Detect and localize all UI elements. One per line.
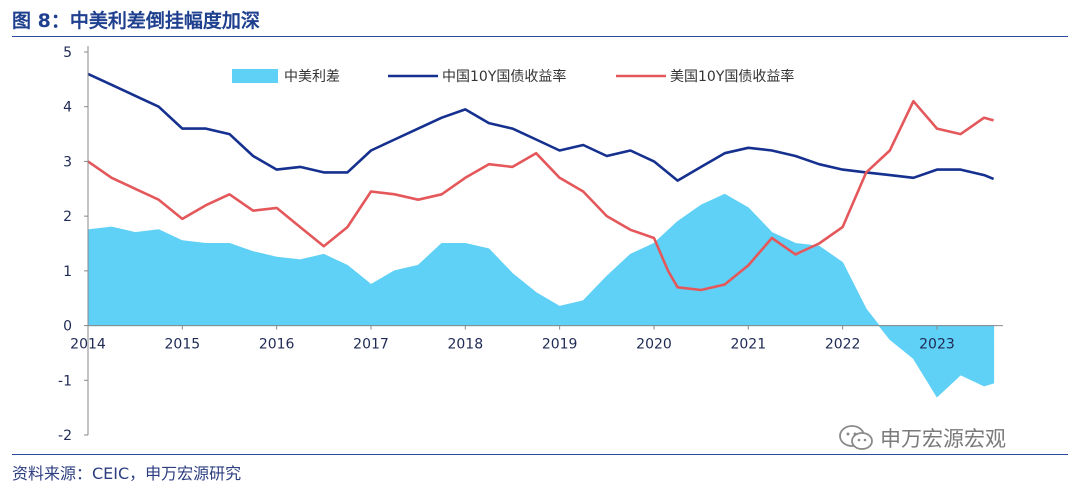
y-tick-label: 5 <box>63 45 72 61</box>
source-note: 资料来源：CEIC，申万宏源研究 <box>12 464 242 483</box>
x-tick-label: 2021 <box>730 337 766 353</box>
legend-label: 中国10Y国债收益率 <box>442 68 566 85</box>
source-divider <box>12 454 1068 455</box>
x-tick-label: 2023 <box>919 337 955 353</box>
x-tick-label: 2017 <box>353 337 389 353</box>
chart: 5 4 3 2 1 0 -1 -2 2014 2015 2016 2017 2018 2019 2020 20… <box>58 45 1003 444</box>
legend-label: 中美利差 <box>284 69 340 85</box>
legend-item-spread: 中美利差 <box>232 69 340 85</box>
x-tick-label: 2016 <box>259 337 295 353</box>
x-tick-label: 2018 <box>447 337 483 353</box>
title-divider <box>12 36 1068 37</box>
wechat-icon <box>839 425 873 450</box>
y-tick-label: 2 <box>63 209 72 225</box>
page-title: 图 8：中美利差倒挂幅度加深 <box>12 10 260 32</box>
x-tick-label: 2020 <box>636 337 672 353</box>
series-china-10y-line <box>87 72 995 182</box>
legend: 中美利差 中国10Y国债收益率 美国10Y国债收益率 <box>232 68 794 85</box>
series-us-10y-line <box>87 99 994 292</box>
x-tick-label: 2019 <box>542 337 578 353</box>
legend-item-us-10y: 美国10Y国债收益率 <box>616 68 794 85</box>
x-tick-label: 2015 <box>165 337 201 353</box>
y-tick-label: 0 <box>63 319 72 335</box>
watermark: 申万宏源宏观 <box>838 418 1006 458</box>
y-tick-label: -1 <box>58 373 72 389</box>
x-tick-label: 2022 <box>825 337 861 353</box>
legend-item-china-10y: 中国10Y国债收益率 <box>388 68 566 85</box>
series-spread-area <box>87 193 995 398</box>
y-tick-label: -2 <box>58 428 72 444</box>
y-tick-label: 1 <box>63 264 72 280</box>
lines-group <box>87 72 995 292</box>
y-tick-label: 4 <box>63 100 72 116</box>
y-tick-label: 3 <box>63 154 72 170</box>
legend-label: 美国10Y国债收益率 <box>670 68 794 85</box>
x-tick-label: 2014 <box>70 337 106 353</box>
legend-swatch-spread <box>232 69 278 83</box>
watermark-text: 申万宏源宏观 <box>880 427 1006 451</box>
axes-group: 5 4 3 2 1 0 -1 -2 2014 2015 2016 2017 2018 2019 2020 20… <box>58 45 1003 444</box>
spread-area-group <box>87 193 995 398</box>
